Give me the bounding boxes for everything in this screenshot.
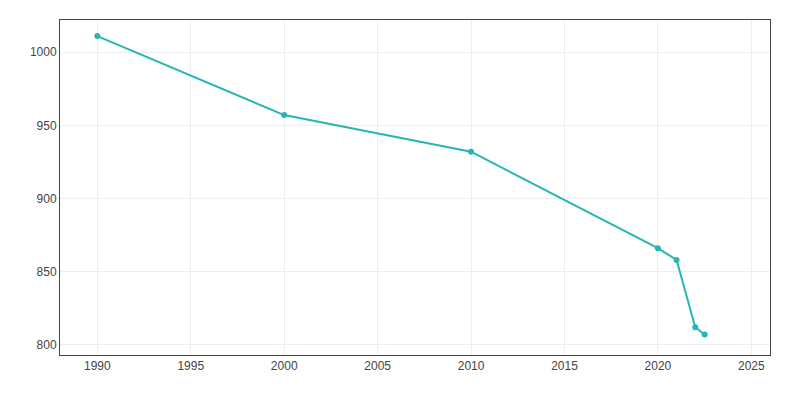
svg-text:2005: 2005 [364,359,391,373]
svg-text:800: 800 [37,338,57,352]
svg-text:2025: 2025 [738,359,765,373]
svg-text:1995: 1995 [177,359,204,373]
svg-text:2010: 2010 [458,359,485,373]
svg-text:1000: 1000 [30,45,57,59]
svg-text:2015: 2015 [551,359,578,373]
svg-text:900: 900 [37,192,57,206]
svg-text:2000: 2000 [271,359,298,373]
svg-text:2020: 2020 [645,359,672,373]
svg-text:1990: 1990 [84,359,111,373]
svg-text:850: 850 [37,265,57,279]
svg-text:950: 950 [37,119,57,133]
